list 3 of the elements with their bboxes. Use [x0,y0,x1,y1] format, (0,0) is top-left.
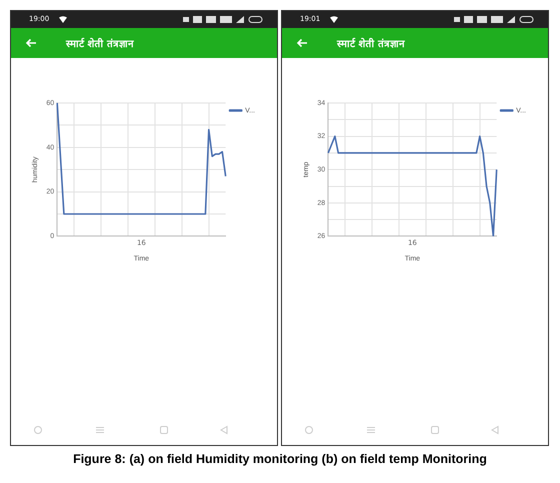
chart-title: स्मार्ट शेती तंत्रज्ञान [337,36,405,50]
chart-title: स्मार्ट शेती तंत्रज्ञान [66,36,134,50]
caption: Figure 8: (a) on field Humidity monitoring (b) on field temp Monitoring [72,452,488,466]
